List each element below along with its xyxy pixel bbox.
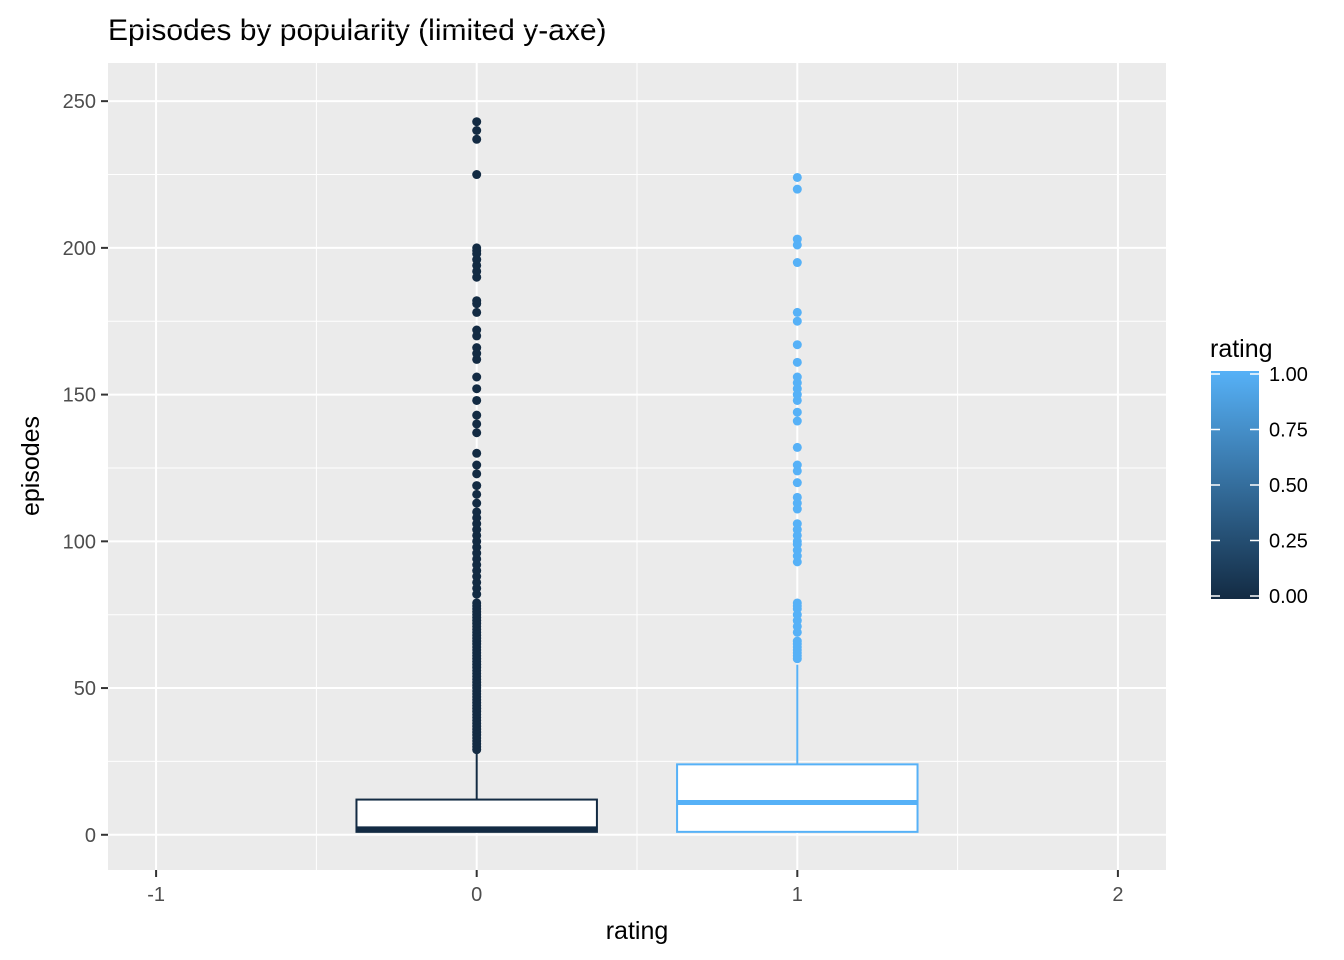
outlier-point: [472, 343, 482, 353]
grid-minor: [108, 27, 1166, 870]
y-tick-label: 200: [63, 238, 96, 260]
outlier-point: [472, 125, 482, 135]
outlier-point: [472, 296, 482, 306]
y-axis-title: episodes: [17, 416, 45, 516]
y-tick-label: 250: [63, 91, 96, 113]
x-axis: -1 0 1 2: [147, 870, 1123, 906]
outlier-point: [792, 172, 802, 182]
outlier-point: [472, 460, 482, 470]
outlier-point: [472, 481, 482, 491]
outlier-point: [792, 492, 802, 502]
outlier-point: [792, 184, 802, 194]
x-tick-label: 2: [1112, 884, 1123, 906]
outlier-point: [472, 410, 482, 420]
outlier-point: [472, 419, 482, 429]
boxplot-group: [676, 172, 919, 833]
outlier-point: [792, 598, 802, 608]
outlier-point: [792, 372, 802, 382]
outlier-point: [792, 307, 802, 317]
outlier-point: [792, 636, 802, 646]
outlier-point: [792, 416, 802, 426]
outlier-point: [472, 498, 482, 508]
y-tick-label: 0: [85, 825, 96, 847]
outlier-point: [792, 519, 802, 529]
outlier-point: [472, 507, 482, 517]
outlier-point: [472, 448, 482, 458]
colorbar-tick-label: 0.50: [1269, 475, 1308, 497]
outlier-point: [792, 316, 802, 326]
outlier-point: [472, 325, 482, 335]
outlier-point: [792, 407, 802, 417]
outlier-point: [792, 234, 802, 244]
outlier-point: [792, 357, 802, 367]
outlier-point: [792, 478, 802, 488]
outlier-point: [472, 307, 482, 317]
outlier-point: [472, 395, 482, 405]
colorbar-tick-label: 1.00: [1269, 364, 1308, 386]
outlier-point: [472, 117, 482, 127]
y-axis: 0 50 100 150 200 250: [63, 91, 108, 847]
chart-title: Episodes by popularity (limited y-axe): [108, 14, 607, 47]
outlier-point: [792, 460, 802, 470]
x-tick-label: -1: [147, 884, 165, 906]
boxplots: [355, 117, 919, 833]
outlier-point: [472, 428, 482, 438]
legend: rating 0.00 0.25 0.50 0.75 1.00: [1210, 335, 1308, 608]
outlier-point: [472, 170, 482, 180]
outlier-point: [472, 469, 482, 479]
outlier-point: [472, 372, 482, 382]
x-axis-title: rating: [606, 917, 669, 945]
colorbar-ticks: 0.00 0.25 0.50 0.75 1.00: [1211, 364, 1308, 608]
x-tick-label: 1: [792, 884, 803, 906]
box: [676, 763, 919, 833]
outlier-point: [792, 340, 802, 350]
outlier-point: [792, 442, 802, 452]
outlier-point: [792, 258, 802, 268]
outlier-point: [472, 598, 482, 608]
outlier-point: [472, 489, 482, 499]
outlier-point: [472, 384, 482, 394]
colorbar-tick-label: 0.25: [1269, 531, 1308, 553]
x-tick-label: 0: [471, 884, 482, 906]
grid-major: [108, 63, 1166, 870]
boxplot-group: [355, 117, 598, 833]
legend-title: rating: [1210, 335, 1273, 363]
y-tick-label: 150: [63, 385, 96, 407]
outlier-point: [472, 134, 482, 144]
outlier-point: [472, 243, 482, 253]
y-tick-label: 50: [74, 678, 96, 700]
y-tick-label: 100: [63, 531, 96, 553]
colorbar-tick-label: 0.75: [1269, 420, 1308, 442]
colorbar-tick-label: 0.00: [1269, 586, 1308, 608]
